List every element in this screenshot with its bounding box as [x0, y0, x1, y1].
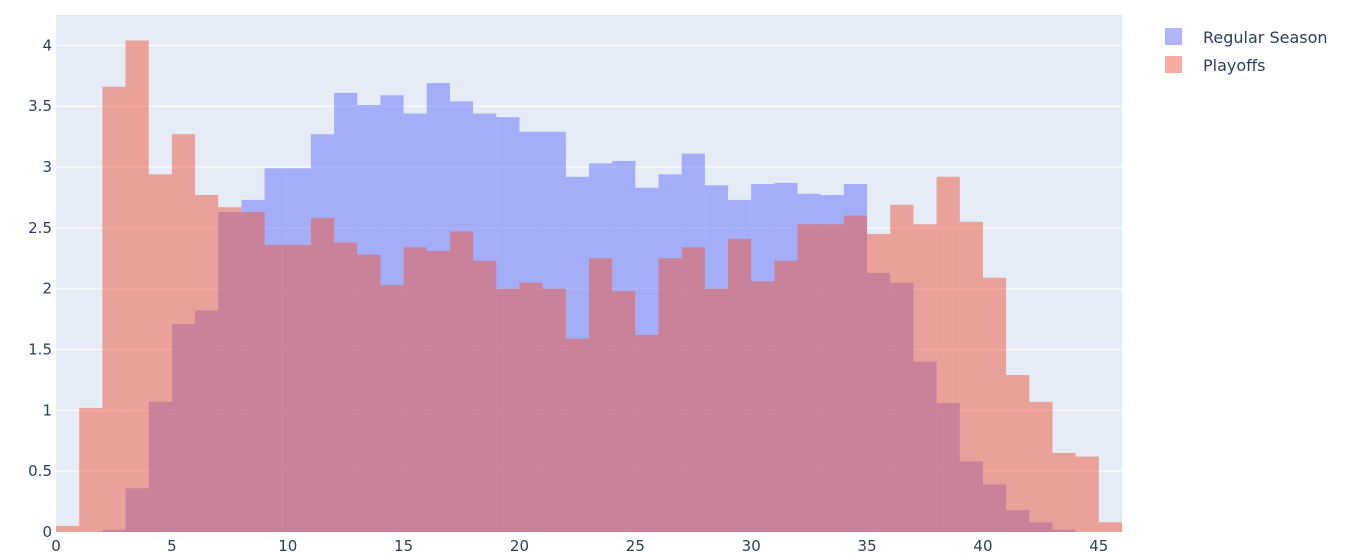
histogram-bar: [728, 238, 752, 533]
x-tick-label: 20: [510, 537, 529, 555]
legend-swatch: [1165, 56, 1182, 73]
legend-label: Playoffs: [1203, 56, 1266, 75]
legend-item-regular-season[interactable]: Regular Season: [1165, 28, 1328, 47]
legend-swatch: [1165, 28, 1182, 45]
histogram-bar: [125, 40, 149, 532]
histogram-bar: [913, 224, 937, 532]
histogram-bar: [287, 244, 311, 532]
histogram-bar: [681, 247, 705, 532]
x-tick-label: 25: [626, 537, 645, 555]
y-tick-label: 4: [42, 36, 52, 54]
histogram-bar: [264, 244, 288, 532]
histogram-bar: [1006, 375, 1030, 532]
x-tick-label: 35: [858, 537, 877, 555]
histogram-bar: [380, 285, 404, 532]
histogram-bar: [1075, 456, 1099, 532]
x-tick-label: 15: [394, 537, 413, 555]
histogram-bar: [426, 250, 450, 532]
histogram-bar: [704, 288, 729, 532]
histogram-bar: [56, 525, 80, 532]
histogram-bar: [751, 281, 775, 532]
histogram-bar: [774, 260, 798, 532]
histogram-bar: [565, 338, 589, 532]
histogram-bar: [449, 231, 474, 532]
histogram-bar: [171, 134, 196, 532]
legend-label: Regular Season: [1203, 28, 1328, 47]
histogram-bar: [820, 224, 844, 532]
histogram-bar: [1029, 401, 1053, 532]
y-tick-label: 1.5: [28, 341, 52, 359]
x-tick-label: 45: [1089, 537, 1108, 555]
histogram-bar: [612, 291, 636, 532]
x-tick-label: 30: [742, 537, 761, 555]
x-tick-labels: 0 5 10 15 20 25 30 35 40 45: [51, 537, 1108, 555]
y-tick-label: 2: [42, 280, 52, 298]
histogram-bar: [519, 282, 543, 532]
histogram-bar: [195, 195, 219, 532]
histogram-bar: [496, 288, 520, 532]
histogram-bar: [218, 207, 242, 533]
y-tick-label: 3: [42, 158, 52, 176]
y-tick-label: 1: [42, 401, 52, 419]
x-tick-label: 0: [51, 537, 61, 555]
histogram-bar: [635, 334, 659, 532]
histogram-bar: [1098, 522, 1122, 532]
y-tick-label: 2.5: [28, 219, 52, 237]
y-tick-labels: 0 0.5 1 1.5 2 2.5 3 3.5 4: [28, 36, 52, 541]
histogram-bar: [310, 218, 335, 533]
histogram-bar: [542, 288, 566, 532]
x-tick-label: 10: [278, 537, 297, 555]
x-tick-label: 5: [167, 537, 177, 555]
histogram-bar: [357, 254, 381, 532]
histogram-bar: [334, 242, 358, 533]
y-tick-label: 0: [42, 523, 52, 541]
histogram-bar: [890, 204, 914, 532]
histogram-bar: [982, 277, 1007, 532]
histogram-bar: [797, 224, 821, 532]
histogram-bar: [589, 258, 613, 532]
y-tick-label: 0.5: [28, 462, 52, 480]
y-tick-label: 3.5: [28, 97, 52, 115]
histogram-bar: [936, 176, 960, 532]
histogram-bar: [1052, 452, 1076, 532]
legend-item-playoffs[interactable]: Playoffs: [1165, 56, 1266, 75]
legend[interactable]: Regular Season Playoffs: [1165, 28, 1328, 75]
histogram-bar: [959, 221, 983, 533]
histogram-bar: [102, 86, 126, 533]
histogram-bar: [403, 247, 427, 532]
series-playoffs: [56, 40, 1122, 533]
histogram-bar: [658, 258, 682, 532]
histogram-bar: [79, 407, 103, 532]
histogram-bar: [867, 233, 891, 532]
bars-layer: [56, 40, 1122, 533]
x-tick-label: 40: [973, 537, 992, 555]
histogram-bar: [148, 174, 172, 532]
histogram-bar: [241, 212, 265, 532]
histogram-bar: [843, 215, 868, 532]
histogram-bar: [473, 260, 497, 532]
